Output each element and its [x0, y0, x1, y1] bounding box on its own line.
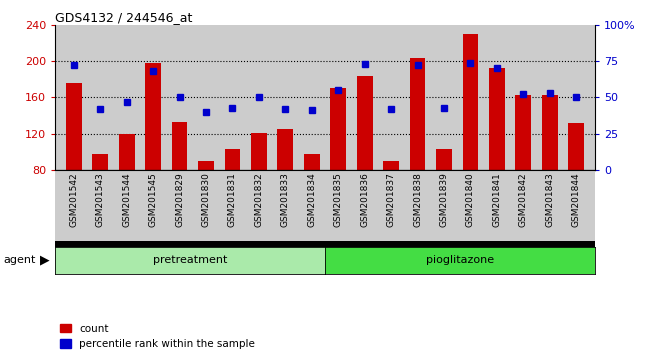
- Bar: [278, 129, 293, 170]
- Text: GSM201842: GSM201842: [519, 172, 528, 227]
- Text: GSM201542: GSM201542: [70, 172, 78, 227]
- Text: GSM201844: GSM201844: [572, 172, 580, 227]
- Bar: [304, 154, 320, 170]
- Text: GSM201843: GSM201843: [545, 172, 554, 227]
- Text: GSM201829: GSM201829: [175, 172, 184, 227]
- Text: GSM201830: GSM201830: [202, 172, 211, 227]
- Text: GSM201543: GSM201543: [96, 172, 105, 227]
- Text: pioglitazone: pioglitazone: [426, 255, 494, 266]
- Bar: [198, 161, 214, 170]
- Bar: [463, 34, 478, 170]
- Bar: [92, 154, 108, 170]
- Bar: [251, 133, 266, 170]
- Bar: [515, 95, 531, 170]
- Bar: [568, 123, 584, 170]
- Bar: [384, 161, 399, 170]
- Text: GSM201832: GSM201832: [254, 172, 263, 227]
- Text: GSM201833: GSM201833: [281, 172, 290, 227]
- Text: agent: agent: [3, 255, 36, 266]
- Text: GSM201837: GSM201837: [387, 172, 396, 227]
- Text: GSM201831: GSM201831: [228, 172, 237, 227]
- Bar: [145, 63, 161, 170]
- Bar: [330, 88, 346, 170]
- Bar: [66, 83, 82, 170]
- Text: GSM201840: GSM201840: [466, 172, 475, 227]
- Text: GSM201838: GSM201838: [413, 172, 422, 227]
- Text: GSM201839: GSM201839: [439, 172, 448, 227]
- Bar: [489, 68, 505, 170]
- Bar: [119, 133, 135, 170]
- Text: GSM201545: GSM201545: [149, 172, 157, 227]
- Text: ▶: ▶: [40, 254, 50, 267]
- Bar: [542, 95, 558, 170]
- Text: GSM201836: GSM201836: [360, 172, 369, 227]
- Bar: [172, 122, 187, 170]
- Legend: count, percentile rank within the sample: count, percentile rank within the sample: [60, 324, 255, 349]
- Text: GSM201835: GSM201835: [333, 172, 343, 227]
- Bar: [357, 76, 372, 170]
- Text: GDS4132 / 244546_at: GDS4132 / 244546_at: [55, 11, 192, 24]
- Bar: [410, 58, 426, 170]
- Bar: [436, 149, 452, 170]
- Bar: [224, 149, 240, 170]
- Text: GSM201544: GSM201544: [122, 172, 131, 227]
- Text: GSM201834: GSM201834: [307, 172, 317, 227]
- Text: pretreatment: pretreatment: [153, 255, 228, 266]
- Text: GSM201841: GSM201841: [493, 172, 501, 227]
